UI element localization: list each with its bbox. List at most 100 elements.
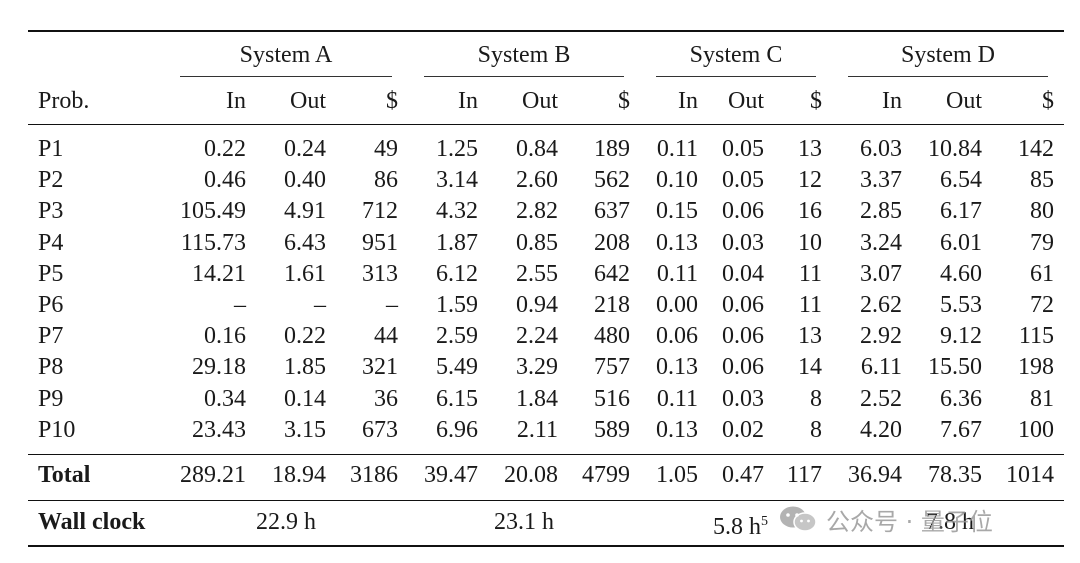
cell-p9-d-cost: 81 xyxy=(1030,385,1054,412)
cell-p9-c-out: 0.03 xyxy=(722,385,764,412)
row-label-p5: P5 xyxy=(38,260,64,287)
cell-p2-b-in: 3.14 xyxy=(436,167,478,194)
row-label-p6: P6 xyxy=(38,292,64,318)
group-underline-b xyxy=(424,76,624,77)
column-header-b-cost: $ xyxy=(618,88,630,114)
cell-p10-c-out: 0.02 xyxy=(722,416,764,443)
cell-p9-d-out: 6.36 xyxy=(940,385,982,412)
group-header-system-a: System A xyxy=(239,42,333,68)
cell-p7-c-out: 0.06 xyxy=(722,323,764,350)
cell-p7-a-cost: 44 xyxy=(374,323,398,350)
cell-p10-d-in: 4.20 xyxy=(860,416,902,443)
cell-p8-b-out: 3.29 xyxy=(516,354,558,381)
cell-p1-a-cost: 49 xyxy=(374,136,398,162)
cell-p5-c-cost: 11 xyxy=(798,260,822,287)
cell-p5-b-out: 2.55 xyxy=(516,260,558,287)
cell-p5-a-in: 14.21 xyxy=(192,260,246,287)
cell-p4-a-in: 115.73 xyxy=(180,229,246,256)
total-a-in: 289.21 xyxy=(180,462,246,488)
cell-p10-c-cost: 8 xyxy=(810,416,822,443)
wall-clock-label: Wall clock xyxy=(38,509,146,535)
column-header-a-cost: $ xyxy=(386,88,398,114)
cell-p1-b-out: 0.84 xyxy=(516,136,558,162)
cell-p8-a-cost: 321 xyxy=(362,354,398,381)
cell-p7-d-cost: 115 xyxy=(1018,323,1054,350)
cell-p2-a-out: 0.40 xyxy=(284,167,326,194)
cell-p6-a-in: – xyxy=(234,292,246,318)
cell-p7-a-in: 0.16 xyxy=(204,323,246,350)
cell-p10-a-cost: 673 xyxy=(362,416,398,443)
cell-p7-d-in: 2.92 xyxy=(860,323,902,350)
cell-p1-c-cost: 13 xyxy=(798,136,822,162)
cell-p2-a-cost: 86 xyxy=(374,167,398,194)
cell-p2-a-in: 0.46 xyxy=(204,167,246,194)
cell-p6-d-in: 2.62 xyxy=(860,292,902,318)
cell-p3-a-out: 4.91 xyxy=(284,198,326,225)
row-label-p2: P2 xyxy=(38,167,64,194)
column-header-c-in: In xyxy=(678,88,698,114)
cell-p8-a-in: 29.18 xyxy=(192,354,246,381)
cell-p2-b-out: 2.60 xyxy=(516,167,558,194)
row-label-p9: P9 xyxy=(38,385,64,412)
cell-p6-b-cost: 218 xyxy=(594,292,630,318)
cell-p9-c-in: 0.11 xyxy=(656,385,698,412)
cell-p5-d-in: 3.07 xyxy=(860,260,902,287)
cell-p2-c-out: 0.05 xyxy=(722,167,764,194)
row-label-p3: P3 xyxy=(38,198,64,225)
cell-p7-b-in: 2.59 xyxy=(436,323,478,350)
total-a-out: 18.94 xyxy=(272,462,326,488)
total-d-in: 36.94 xyxy=(848,462,902,488)
cell-p8-b-cost: 757 xyxy=(594,354,630,381)
cell-p8-d-out: 15.50 xyxy=(928,354,982,381)
row-label-p7: P7 xyxy=(38,323,64,350)
table-top-rule xyxy=(28,30,1064,32)
cell-p3-b-in: 4.32 xyxy=(436,198,478,225)
cell-p3-c-cost: 16 xyxy=(798,198,822,225)
cell-p10-a-out: 3.15 xyxy=(284,416,326,443)
cell-p8-b-in: 5.49 xyxy=(436,354,478,381)
cell-p1-d-out: 10.84 xyxy=(928,136,982,162)
cell-p7-c-cost: 13 xyxy=(798,323,822,350)
group-header-system-b: System B xyxy=(477,42,571,68)
cell-p3-a-in: 105.49 xyxy=(180,198,246,225)
column-header-b-out: Out xyxy=(522,88,558,114)
cell-p6-d-out: 5.53 xyxy=(940,292,982,318)
column-header-c-out: Out xyxy=(728,88,764,114)
cell-p8-a-out: 1.85 xyxy=(284,354,326,381)
footnote-marker: 5 xyxy=(761,514,768,529)
cell-p6-b-out: 0.94 xyxy=(516,292,558,318)
wall-clock-system-b: 23.1 h xyxy=(494,509,554,535)
cell-p6-a-out: – xyxy=(314,292,326,318)
column-header-prob: Prob. xyxy=(38,88,90,114)
cell-p8-c-in: 0.13 xyxy=(656,354,698,381)
cell-p8-d-cost: 198 xyxy=(1018,354,1054,381)
cell-p1-d-in: 6.03 xyxy=(860,136,902,162)
column-header-b-in: In xyxy=(458,88,478,114)
cell-p4-d-out: 6.01 xyxy=(940,229,982,256)
wall-clock-system-c-value: 5.8 h xyxy=(713,514,761,540)
column-header-d-in: In xyxy=(882,88,902,114)
cell-p5-d-out: 4.60 xyxy=(940,260,982,287)
cell-p4-d-in: 3.24 xyxy=(860,229,902,256)
column-header-c-cost: $ xyxy=(810,88,822,114)
wall-clock-system-c: 5.8 h5 xyxy=(656,507,768,542)
cell-p5-d-cost: 61 xyxy=(1030,260,1054,287)
cell-p9-a-out: 0.14 xyxy=(284,385,326,412)
cell-p7-b-cost: 480 xyxy=(594,323,630,350)
cell-p10-d-cost: 100 xyxy=(1018,416,1054,443)
cell-p4-c-in: 0.13 xyxy=(656,229,698,256)
cell-p10-c-in: 0.13 xyxy=(656,416,698,443)
cell-p3-c-in: 0.15 xyxy=(656,198,698,225)
cell-p1-d-cost: 142 xyxy=(1018,136,1054,162)
cell-p9-d-in: 2.52 xyxy=(860,385,902,412)
total-c-out: 0.47 xyxy=(722,462,764,488)
cell-p8-c-out: 0.06 xyxy=(722,354,764,381)
column-header-a-out: Out xyxy=(290,88,326,114)
total-b-out: 20.08 xyxy=(504,462,558,488)
cell-p3-a-cost: 712 xyxy=(362,198,398,225)
row-label-p10: P10 xyxy=(38,416,76,443)
cell-p9-b-cost: 516 xyxy=(594,385,630,412)
cell-p7-a-out: 0.22 xyxy=(284,323,326,350)
table-bottom-rule xyxy=(28,545,1064,547)
cell-p1-b-cost: 189 xyxy=(594,136,630,162)
